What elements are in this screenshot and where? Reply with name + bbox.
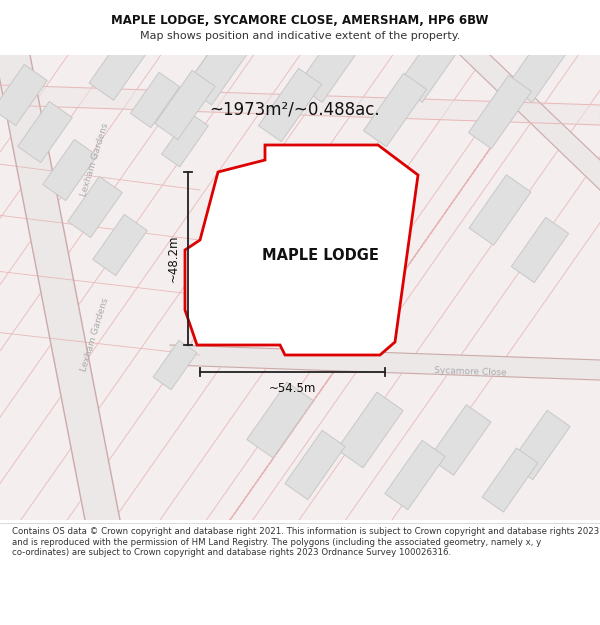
- Polygon shape: [469, 175, 531, 245]
- Polygon shape: [460, 55, 600, 190]
- Polygon shape: [285, 431, 345, 499]
- Text: ~48.2m: ~48.2m: [167, 235, 180, 282]
- Polygon shape: [508, 28, 572, 102]
- Polygon shape: [259, 68, 322, 142]
- Polygon shape: [0, 55, 120, 520]
- Text: Lexham Gardens: Lexham Gardens: [80, 297, 110, 373]
- Polygon shape: [429, 405, 491, 475]
- Polygon shape: [247, 382, 313, 458]
- Text: Sycamore Close: Sycamore Close: [434, 366, 506, 378]
- Polygon shape: [93, 214, 147, 276]
- Polygon shape: [469, 75, 532, 149]
- Text: ~54.5m: ~54.5m: [269, 382, 316, 395]
- Polygon shape: [0, 64, 47, 126]
- Polygon shape: [155, 71, 215, 139]
- Polygon shape: [398, 28, 463, 102]
- Polygon shape: [170, 345, 600, 380]
- Polygon shape: [68, 176, 122, 238]
- Polygon shape: [364, 73, 427, 147]
- Polygon shape: [130, 72, 179, 127]
- Polygon shape: [0, 85, 600, 125]
- Polygon shape: [274, 224, 356, 316]
- Polygon shape: [89, 30, 151, 100]
- Text: Map shows position and indicative extent of the property.: Map shows position and indicative extent…: [140, 31, 460, 41]
- Text: ~1973m²/~0.488ac.: ~1973m²/~0.488ac.: [209, 101, 380, 119]
- Text: Contains OS data © Crown copyright and database right 2021. This information is : Contains OS data © Crown copyright and d…: [12, 528, 599, 557]
- Polygon shape: [482, 448, 538, 512]
- Text: Lexham Gardens: Lexham Gardens: [80, 122, 110, 198]
- Text: MAPLE LODGE: MAPLE LODGE: [262, 248, 379, 262]
- Polygon shape: [298, 28, 362, 102]
- Text: MAPLE LODGE, SYCAMORE CLOSE, AMERSHAM, HP6 6BW: MAPLE LODGE, SYCAMORE CLOSE, AMERSHAM, H…: [111, 14, 489, 27]
- Polygon shape: [43, 139, 97, 201]
- Polygon shape: [511, 217, 569, 282]
- Polygon shape: [161, 113, 208, 167]
- Polygon shape: [385, 441, 445, 509]
- Polygon shape: [337, 392, 403, 468]
- Polygon shape: [185, 145, 418, 355]
- Polygon shape: [510, 411, 570, 479]
- Polygon shape: [18, 101, 72, 162]
- Polygon shape: [185, 25, 254, 105]
- Polygon shape: [153, 340, 197, 390]
